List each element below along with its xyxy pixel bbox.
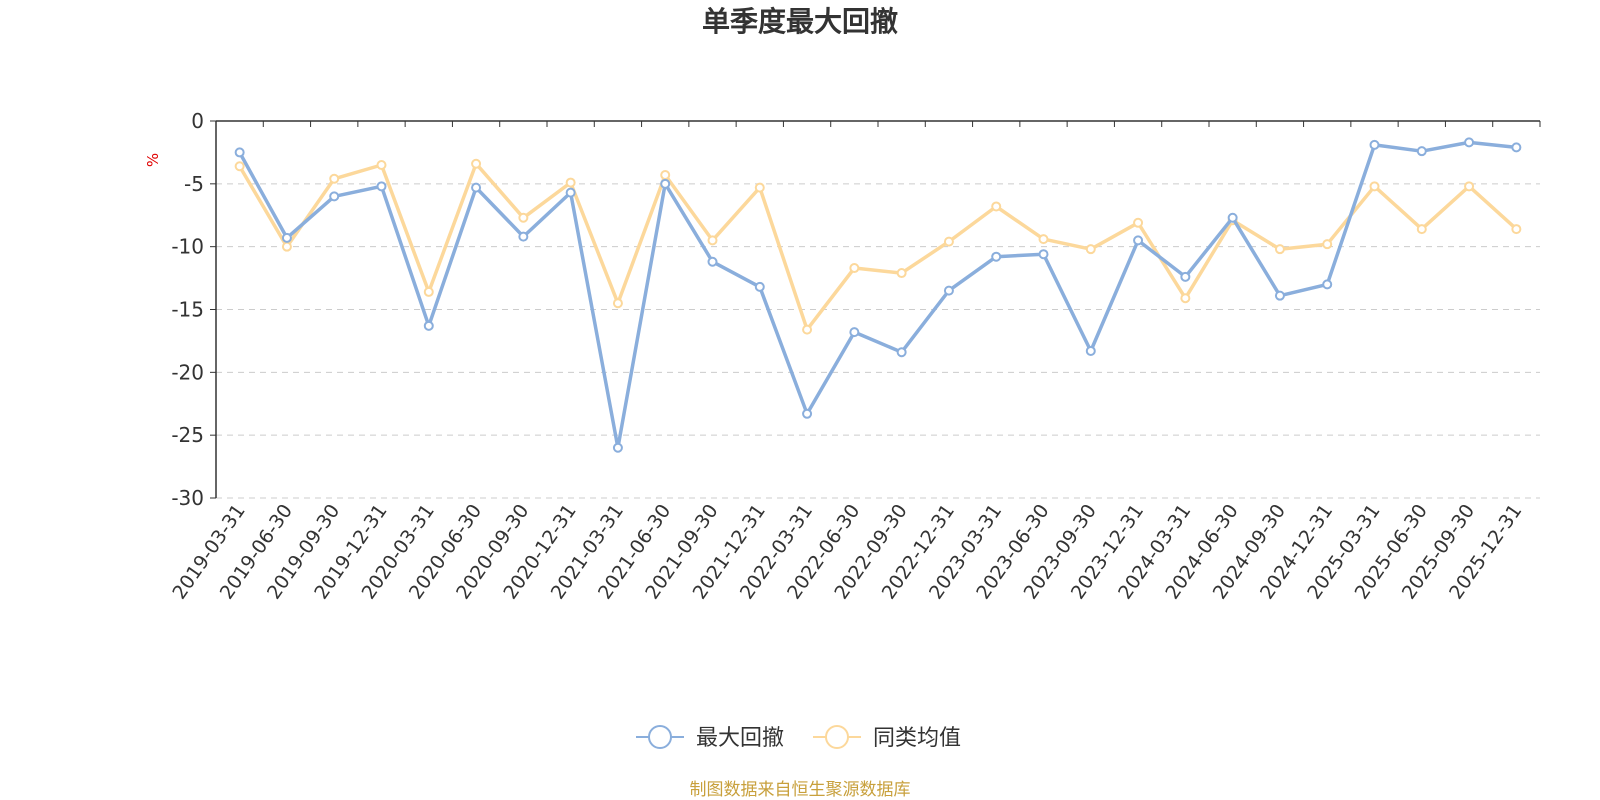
- data-point-series-2: [1464, 181, 1475, 192]
- data-point-series-1: [1085, 345, 1096, 356]
- grid-lines: [216, 183, 1540, 499]
- data-point-series-2: [423, 286, 434, 297]
- legend-label: 同类均值: [873, 726, 961, 751]
- data-point-series-2: [281, 241, 292, 252]
- data-point-series-1: [896, 347, 907, 358]
- data-point-series-1: [1322, 279, 1333, 290]
- data-point-series-2: [1133, 217, 1144, 228]
- data-point-series-1: [234, 147, 245, 158]
- data-point-series-1: [565, 187, 576, 198]
- legend: 最大回撤 同类均值: [636, 725, 961, 751]
- data-point-series-2: [1416, 224, 1427, 235]
- data-point-series-1: [1416, 146, 1427, 157]
- data-point-series-1: [612, 442, 623, 453]
- axes: 0-5-10-15-20-25-302019-03-312019-06-3020…: [168, 109, 1541, 603]
- series-line-1: [238, 140, 1517, 450]
- data-point-series-1: [518, 231, 529, 242]
- data-point-series-1: [1180, 271, 1191, 282]
- data-point-series-2: [1511, 224, 1522, 235]
- legend-item-series-1[interactable]: 最大回撤: [636, 725, 784, 751]
- data-point-series-1: [281, 232, 292, 243]
- data-point-series-2: [234, 161, 245, 172]
- y-tick-label: -5: [184, 172, 204, 196]
- data-point-series-2: [896, 268, 907, 279]
- data-point-series-1: [660, 178, 671, 189]
- y-tick-label: -10: [171, 235, 204, 259]
- data-point-series-2: [1085, 244, 1096, 255]
- data-point-series-2: [802, 324, 813, 335]
- data-point-series-1: [849, 327, 860, 338]
- data-point-series-2: [565, 177, 576, 188]
- data-point-series-2: [518, 212, 529, 223]
- y-tick-label: -25: [171, 423, 204, 447]
- data-point-series-2: [991, 201, 1002, 212]
- data-point-series-1: [423, 320, 434, 331]
- data-point-series-2: [1369, 181, 1380, 192]
- data-point-series-2: [471, 158, 482, 169]
- data-point-series-2: [943, 236, 954, 247]
- series-layer: [234, 137, 1522, 453]
- y-axis-unit: %: [144, 153, 162, 167]
- data-point-series-1: [1369, 139, 1380, 150]
- data-point-series-2: [707, 235, 718, 246]
- data-point-series-1: [707, 256, 718, 267]
- data-point-series-2: [849, 263, 860, 274]
- data-point-series-2: [660, 170, 671, 181]
- data-point-series-1: [1038, 249, 1049, 260]
- y-tick-label: -30: [171, 486, 204, 510]
- data-point-series-1: [1227, 212, 1238, 223]
- data-point-series-1: [1133, 235, 1144, 246]
- series-line-2: [238, 161, 1518, 332]
- chart-title: 单季度最大回撤: [701, 5, 898, 38]
- data-point-series-2: [1038, 234, 1049, 245]
- source-note: 制图数据来自恒生聚源数据库: [689, 780, 911, 800]
- data-point-series-1: [471, 182, 482, 193]
- data-point-series-2: [376, 159, 387, 170]
- data-point-series-2: [1180, 293, 1191, 304]
- data-point-series-1: [1274, 290, 1285, 301]
- legend-label: 最大回撤: [696, 726, 784, 751]
- data-point-series-1: [802, 408, 813, 419]
- y-tick-label: -20: [171, 360, 204, 384]
- data-point-series-1: [1464, 137, 1475, 148]
- data-point-series-2: [754, 182, 765, 193]
- legend-marker-circle: [825, 725, 849, 749]
- data-point-series-1: [376, 181, 387, 192]
- data-point-series-1: [754, 281, 765, 292]
- data-point-series-1: [1511, 142, 1522, 153]
- legend-item-series-2[interactable]: 同类均值: [813, 725, 961, 751]
- data-point-series-2: [1322, 239, 1333, 250]
- legend-marker-circle: [648, 725, 672, 749]
- y-tick-label: 0: [191, 109, 204, 133]
- data-point-series-2: [329, 173, 340, 184]
- data-point-series-1: [329, 191, 340, 202]
- data-point-series-1: [943, 285, 954, 296]
- line-chart: 0-5-10-15-20-25-302019-03-312019-06-3020…: [144, 109, 1541, 751]
- data-point-series-2: [1274, 244, 1285, 255]
- data-point-series-1: [991, 251, 1002, 262]
- data-point-series-2: [612, 298, 623, 309]
- y-tick-label: -15: [171, 298, 204, 322]
